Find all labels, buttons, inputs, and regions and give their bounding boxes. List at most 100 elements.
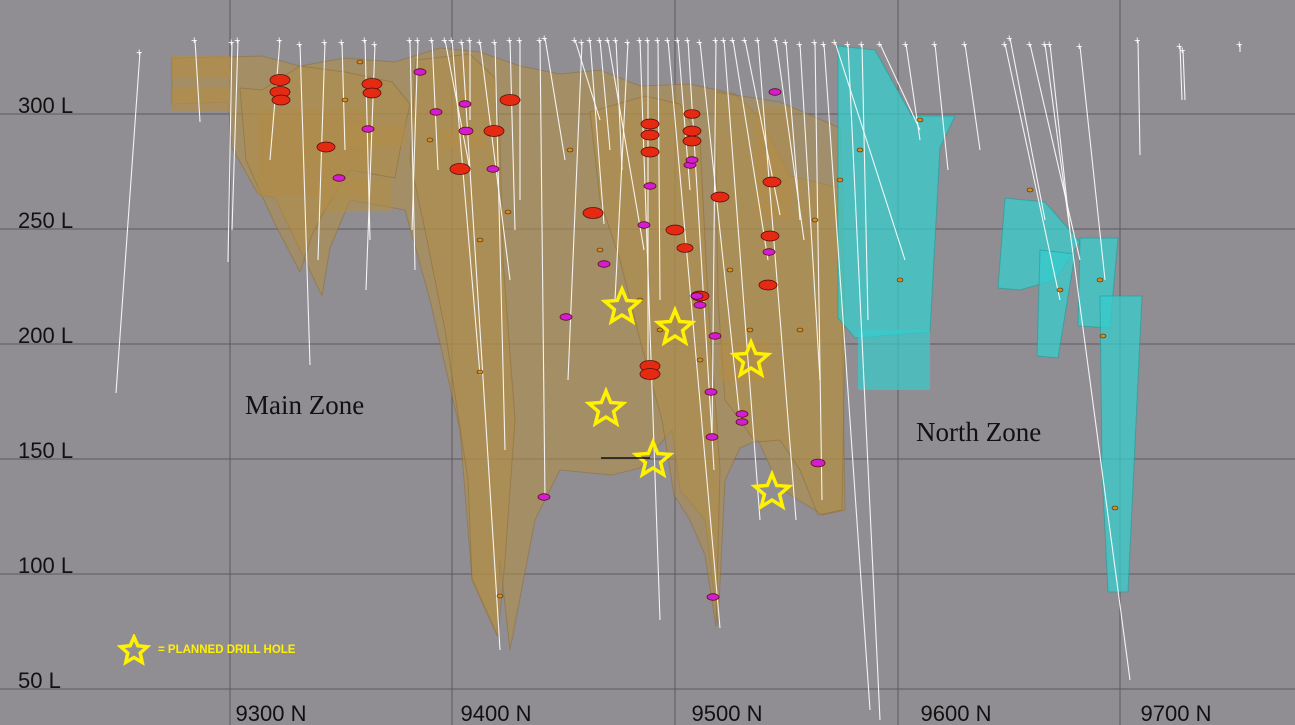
intercept-disc bbox=[643, 182, 657, 190]
collar-marker: + bbox=[741, 35, 747, 47]
drill-trace bbox=[231, 39, 239, 231]
collar-marker: + bbox=[1134, 35, 1140, 47]
intercept-disc bbox=[676, 243, 694, 253]
collar-marker: + bbox=[612, 35, 618, 47]
intercept-disc bbox=[597, 260, 611, 268]
intercept-disc bbox=[499, 94, 521, 106]
collar-marker: + bbox=[961, 39, 967, 51]
assay-tick bbox=[656, 327, 664, 333]
drill-trace bbox=[115, 51, 141, 394]
collar-marker: + bbox=[338, 37, 344, 49]
collar-marker: + bbox=[476, 37, 482, 49]
intercept-disc bbox=[486, 165, 500, 173]
intercept-disc bbox=[483, 125, 505, 137]
drill-trace bbox=[599, 39, 611, 151]
drill-trace bbox=[341, 41, 346, 151]
intercept-disc bbox=[413, 68, 427, 76]
assay-tick bbox=[811, 217, 819, 223]
assay-tick bbox=[1111, 505, 1119, 511]
drill-trace bbox=[657, 39, 661, 301]
drill-trace bbox=[834, 41, 906, 261]
collar-marker: + bbox=[361, 35, 367, 47]
drill-trace bbox=[607, 39, 645, 251]
drill-trace bbox=[494, 41, 506, 451]
assay-tick bbox=[916, 117, 924, 123]
drill-trace bbox=[934, 43, 949, 171]
collar-marker: + bbox=[664, 35, 670, 47]
drill-trace bbox=[1029, 43, 1081, 261]
planned-hole-star bbox=[750, 469, 794, 511]
intercept-disc bbox=[705, 433, 719, 441]
drill-trace bbox=[1137, 39, 1141, 156]
legend: = PLANNED DRILL HOLE bbox=[117, 634, 295, 666]
collar-marker: + bbox=[234, 35, 240, 47]
collar-marker: + bbox=[541, 33, 547, 45]
collar-marker: + bbox=[586, 35, 592, 47]
intercept-disc bbox=[665, 224, 685, 236]
collar-marker: + bbox=[1236, 39, 1242, 51]
legend-label: = PLANNED DRILL HOLE bbox=[158, 644, 296, 656]
intercept-disc bbox=[361, 125, 375, 133]
drill-trace bbox=[823, 43, 871, 711]
intercept-disc bbox=[704, 388, 718, 396]
collar-marker: + bbox=[720, 35, 726, 47]
collar-marker: + bbox=[1026, 39, 1032, 51]
collar-marker: + bbox=[571, 35, 577, 47]
intercept-disc bbox=[559, 313, 573, 321]
planned-hole-star bbox=[631, 437, 675, 479]
elevation-label-100: 100 L bbox=[18, 553, 74, 578]
elevation-label-200: 200 L bbox=[18, 323, 74, 348]
intercept-disc bbox=[760, 230, 780, 242]
drill-trace bbox=[1079, 45, 1106, 281]
planned-hole-star bbox=[600, 284, 644, 326]
collar-marker: + bbox=[1076, 41, 1082, 53]
drill-trace bbox=[1182, 49, 1186, 101]
collar-marker: + bbox=[414, 35, 420, 47]
collar-marker: + bbox=[931, 39, 937, 51]
assay-tick bbox=[476, 369, 484, 375]
northing-label-9300: 9300 N bbox=[235, 701, 307, 725]
assay-tick bbox=[356, 59, 364, 65]
collar-marker: + bbox=[644, 35, 650, 47]
main-zone-block bbox=[345, 126, 405, 146]
drill-trace bbox=[544, 37, 566, 161]
main-zone-block bbox=[755, 108, 791, 220]
assay-tick bbox=[496, 593, 504, 599]
northing-label-9600: 9600 N bbox=[920, 701, 992, 725]
drill-trace bbox=[409, 39, 416, 271]
intercept-disc bbox=[682, 125, 702, 137]
drill-trace bbox=[461, 41, 501, 651]
intercept-disc bbox=[640, 118, 660, 130]
collar-marker: + bbox=[536, 35, 542, 47]
drill-trace bbox=[431, 39, 439, 171]
assay-tick bbox=[746, 327, 754, 333]
collar-marker: + bbox=[624, 37, 630, 49]
drill-trace bbox=[785, 41, 801, 221]
intercept-disc bbox=[582, 207, 604, 219]
drill-trace bbox=[299, 43, 311, 366]
assay-tick bbox=[426, 137, 434, 143]
assay-tick bbox=[896, 277, 904, 283]
planned-hole-star bbox=[653, 305, 697, 347]
assay-tick bbox=[596, 247, 604, 253]
collar-marker: + bbox=[782, 37, 788, 49]
intercept-disc bbox=[690, 292, 704, 300]
collar-marker: + bbox=[654, 35, 660, 47]
intercept-disc bbox=[362, 87, 382, 99]
intercept-disc bbox=[693, 301, 707, 309]
intercept-disc bbox=[810, 458, 826, 468]
collar-marker: + bbox=[772, 35, 778, 47]
assay-tick bbox=[796, 327, 804, 333]
collar-marker: + bbox=[729, 35, 735, 47]
intercepts bbox=[269, 59, 1119, 601]
drill-trace bbox=[847, 43, 881, 721]
assay-tick bbox=[726, 267, 734, 273]
north-zone-solid bbox=[1036, 249, 1076, 359]
northing-label-9400: 9400 N bbox=[460, 701, 532, 725]
drill-trace bbox=[509, 39, 516, 231]
drill-trace bbox=[879, 43, 921, 131]
drill-trace bbox=[194, 39, 201, 123]
drill-trace bbox=[614, 41, 629, 301]
intercept-disc bbox=[429, 108, 443, 116]
collar-marker: + bbox=[578, 37, 584, 49]
